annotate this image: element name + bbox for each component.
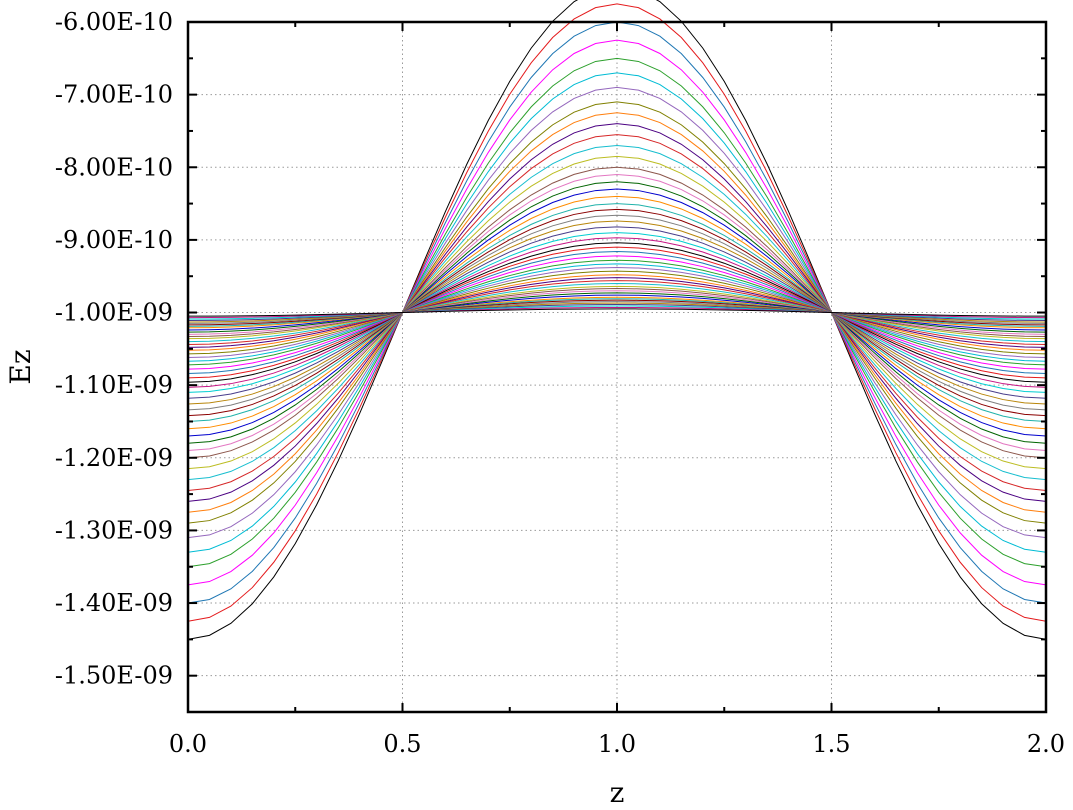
y-tick-label: -6.00E-10 [55,8,173,36]
series-line-34 [187,274,1047,351]
x-tick-label: 0.0 [169,730,207,758]
series-line-37 [187,282,1047,343]
series-line-47 [187,302,1047,323]
series-line-8 [187,101,1047,524]
series-line-30 [187,259,1047,366]
series-line-9 [187,112,1047,513]
series-line-39 [187,288,1047,337]
axis-ticks [187,21,1047,713]
series-line-27 [187,246,1047,379]
series-line-23 [187,226,1047,399]
series-line-22 [187,220,1047,405]
series-line-51 [187,308,1047,317]
y-tick-label: -7.00E-10 [55,81,173,109]
series-line-1 [187,0,1047,640]
series-line-32 [187,266,1047,359]
series-line-6 [187,72,1047,553]
series-line-48 [187,304,1047,322]
series-line-17 [187,188,1047,437]
series-line-18 [187,195,1047,430]
series-lines [187,0,1047,640]
series-line-41 [187,292,1047,333]
series-line-40 [187,290,1047,335]
series-line-49 [187,305,1047,320]
series-line-19 [187,203,1047,422]
series-line-43 [187,296,1047,329]
series-line-42 [187,294,1047,331]
series-line-2 [187,3,1047,622]
y-tick-label: -1.20E-09 [55,444,173,472]
series-line-33 [187,270,1047,355]
x-tick-label: 2.0 [1027,730,1065,758]
y-tick-label: -1.00E-09 [55,299,173,327]
series-line-38 [187,285,1047,340]
series-line-24 [187,232,1047,393]
series-line-20 [187,208,1047,417]
y-tick-label: -1.10E-09 [55,371,173,399]
y-tick-label: -1.40E-09 [55,589,173,617]
series-line-21 [187,214,1047,411]
series-line-36 [187,280,1047,345]
y-tick-label: -8.00E-10 [55,153,173,181]
y-tick-label: -1.50E-09 [55,662,173,690]
x-axis-title: z [610,776,625,809]
series-line-50 [187,306,1047,319]
y-axis-title: Ez [4,349,37,384]
series-line-10 [187,123,1047,502]
series-line-45 [187,299,1047,326]
series-line-5 [187,57,1047,568]
series-line-31 [187,263,1047,362]
series-line-35 [187,277,1047,348]
x-tick-label: 0.5 [383,730,421,758]
y-tick-labels: -6.00E-10 -7.00E-10 -8.00E-10 -9.00E-10 -1.0… [55,8,173,690]
series-line-29 [187,255,1047,370]
series-line-25 [187,237,1047,388]
series-line-12 [187,144,1047,481]
series-line-13 [187,155,1047,470]
y-tick-label: -9.00E-10 [55,226,173,254]
series-line-26 [187,242,1047,383]
x-tick-labels: 0.0 0.5 1.0 1.5 2.0 [169,730,1065,758]
series-line-28 [187,251,1047,375]
series-line-4 [187,39,1047,586]
series-line-15 [187,174,1047,452]
x-tick-label: 1.5 [812,730,850,758]
gridlines [188,21,1046,712]
series-line-11 [187,134,1047,491]
y-tick-label: -1.30E-09 [55,516,173,544]
series-line-46 [187,301,1047,324]
x-tick-label: 1.0 [598,730,636,758]
series-line-14 [187,166,1047,459]
series-line-44 [187,298,1047,327]
series-line-7 [187,86,1047,539]
series-line-16 [187,181,1047,444]
